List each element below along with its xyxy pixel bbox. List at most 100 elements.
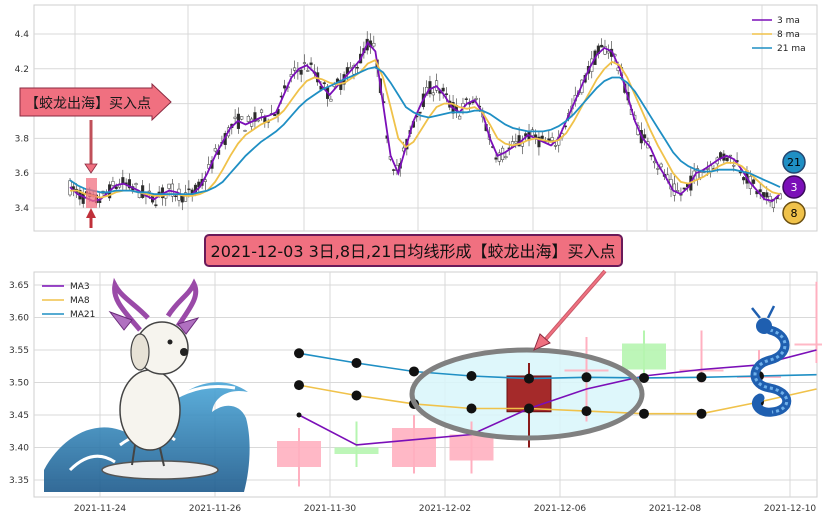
top-candle-body xyxy=(732,164,736,167)
bottom-x-ticks: 2021-11-24 2021-11-26 2021-11-30 2021-12-02… xyxy=(74,504,817,514)
top-candle-body xyxy=(652,161,657,164)
bottom-line-MA8 xyxy=(298,384,817,415)
badge-8 xyxy=(782,201,806,225)
top-candle-body xyxy=(240,116,244,120)
top-candle-body xyxy=(464,98,468,100)
dragon-head xyxy=(756,318,772,334)
bottom-candle-body xyxy=(794,343,822,346)
top-candle-body xyxy=(246,116,250,122)
dog-legs xyxy=(131,444,165,467)
top-line-21ma xyxy=(69,66,781,196)
bottom-candle-body xyxy=(392,428,436,467)
badge-3 xyxy=(782,175,806,199)
bottom-y-tick-label: 3.65 xyxy=(9,281,29,291)
bottom-point-MA8 xyxy=(524,403,534,414)
top-y-ticks: 3.43.63.844.24.4 xyxy=(15,30,30,214)
top-candle-body xyxy=(600,44,604,48)
top-candle-body xyxy=(537,136,541,148)
top-candle-body xyxy=(768,196,772,203)
bottom-point-MA8 xyxy=(294,380,304,391)
top-candle-body xyxy=(550,137,554,141)
bottom-point-MA3 xyxy=(296,412,302,418)
top-candle-body xyxy=(649,155,653,157)
bottom-point-MA21 xyxy=(696,372,707,383)
bottom-point-MA8 xyxy=(696,408,707,419)
bottom-line-MA3 xyxy=(298,349,817,446)
bottom-x-tick-label: 2021-12-08 xyxy=(649,504,702,514)
top-y-tick-label: 3.6 xyxy=(15,169,30,179)
top-candle-body xyxy=(309,62,313,65)
top-candle-body xyxy=(174,195,178,197)
top-candle-body xyxy=(111,181,115,186)
bottom-candle-body xyxy=(277,441,321,467)
top-candle-body xyxy=(758,189,762,193)
top-candle-body xyxy=(293,67,297,71)
bottom-x-tick-label: 2021-12-02 xyxy=(419,504,471,514)
top-candle-body xyxy=(243,130,247,132)
top-candle-body xyxy=(187,188,191,191)
dragon-horns xyxy=(112,277,199,332)
top-candle-body xyxy=(603,46,607,55)
top-candle-body xyxy=(676,190,680,192)
legend-label-MA21: MA21 xyxy=(70,310,95,320)
signal-banner: 2021-12-03 3日,8日,21日均线形成【蛟龙出海】买入点 xyxy=(204,234,623,267)
banner-box xyxy=(204,234,623,267)
bottom-y-ticks: 3.35 3.40 3.45 3.50 3.55 3.60 3.65 xyxy=(9,281,29,486)
bottom-point-MA8 xyxy=(581,406,592,417)
top-candle-body xyxy=(494,157,498,160)
bottom-x-tick-label: 2021-11-24 xyxy=(74,504,127,514)
bottom-x-tick-label: 2021-11-26 xyxy=(189,504,242,514)
top-candle-body xyxy=(134,183,138,186)
banner-text: 2021-12-03 3日,8日,21日均线形成【蛟龙出海】买入点 xyxy=(211,242,616,261)
legend-label-3ma: 3 ma xyxy=(777,16,800,26)
top-candle-body xyxy=(372,42,376,47)
bottom-line-MA21 xyxy=(298,352,817,380)
dog-body xyxy=(119,369,181,451)
top-candle-body xyxy=(167,183,171,189)
bottom-point-MA21 xyxy=(294,348,304,359)
bottom-y-tick-label: 3.40 xyxy=(9,444,29,454)
top-candle-body xyxy=(256,119,260,122)
dog-nose xyxy=(180,348,188,356)
legend-label-21ma: 21 ma xyxy=(777,44,806,54)
pointer-arrowhead xyxy=(533,333,551,351)
top-candle-body xyxy=(514,141,518,144)
top-candle-body xyxy=(530,129,534,136)
bottom-point-MA8 xyxy=(639,408,649,419)
legend-label-MA3: MA3 xyxy=(70,282,90,292)
top-candle-body xyxy=(474,98,478,100)
ma-badges: 21 3 8 xyxy=(782,150,806,225)
buy-point-annotation: 【蛟龙出海】买入点 xyxy=(19,82,172,228)
top-candle-body xyxy=(283,85,287,89)
dragon-horns-small xyxy=(751,305,776,319)
legend-label-MA8: MA8 xyxy=(70,296,90,306)
bottom-y-tick-label: 3.35 xyxy=(9,476,29,486)
annotation-up-arrowhead xyxy=(86,208,96,218)
top-legend: 3 ma 8 ma 21 ma xyxy=(752,16,806,54)
top-candle-body xyxy=(719,152,723,158)
dragon-scales xyxy=(753,328,789,414)
top-grid xyxy=(34,5,817,231)
top-candle-body xyxy=(273,114,277,117)
bottom-y-tick-label: 3.60 xyxy=(9,314,29,324)
badge-8-label: 8 xyxy=(791,207,798,220)
bottom-point-MA21 xyxy=(581,372,592,383)
top-candle-body xyxy=(355,66,359,69)
top-candle-body xyxy=(728,154,733,157)
top-candle-body xyxy=(114,186,118,189)
dog-eye xyxy=(167,339,173,345)
annotation-highlight-box xyxy=(86,178,97,208)
top-candle-body xyxy=(497,152,501,162)
bottom-legend: MA3 MA8 MA21 xyxy=(42,282,95,320)
top-candle-body xyxy=(98,200,102,203)
bottom-candle-body xyxy=(622,343,666,370)
top-candle-body xyxy=(213,148,217,152)
top-candle-body xyxy=(170,183,174,197)
top-candle-body xyxy=(184,192,188,202)
top-candle-body xyxy=(418,111,422,114)
top-candle-body xyxy=(553,145,557,147)
bottom-point-MA8 xyxy=(466,403,477,414)
bottom-panel: 3.353.403.453.503.553.603.65 2021-11-24 2… xyxy=(9,269,822,514)
top-candle-body xyxy=(428,81,432,95)
